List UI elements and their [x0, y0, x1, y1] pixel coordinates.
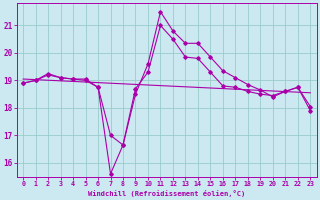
X-axis label: Windchill (Refroidissement éolien,°C): Windchill (Refroidissement éolien,°C)	[88, 190, 245, 197]
